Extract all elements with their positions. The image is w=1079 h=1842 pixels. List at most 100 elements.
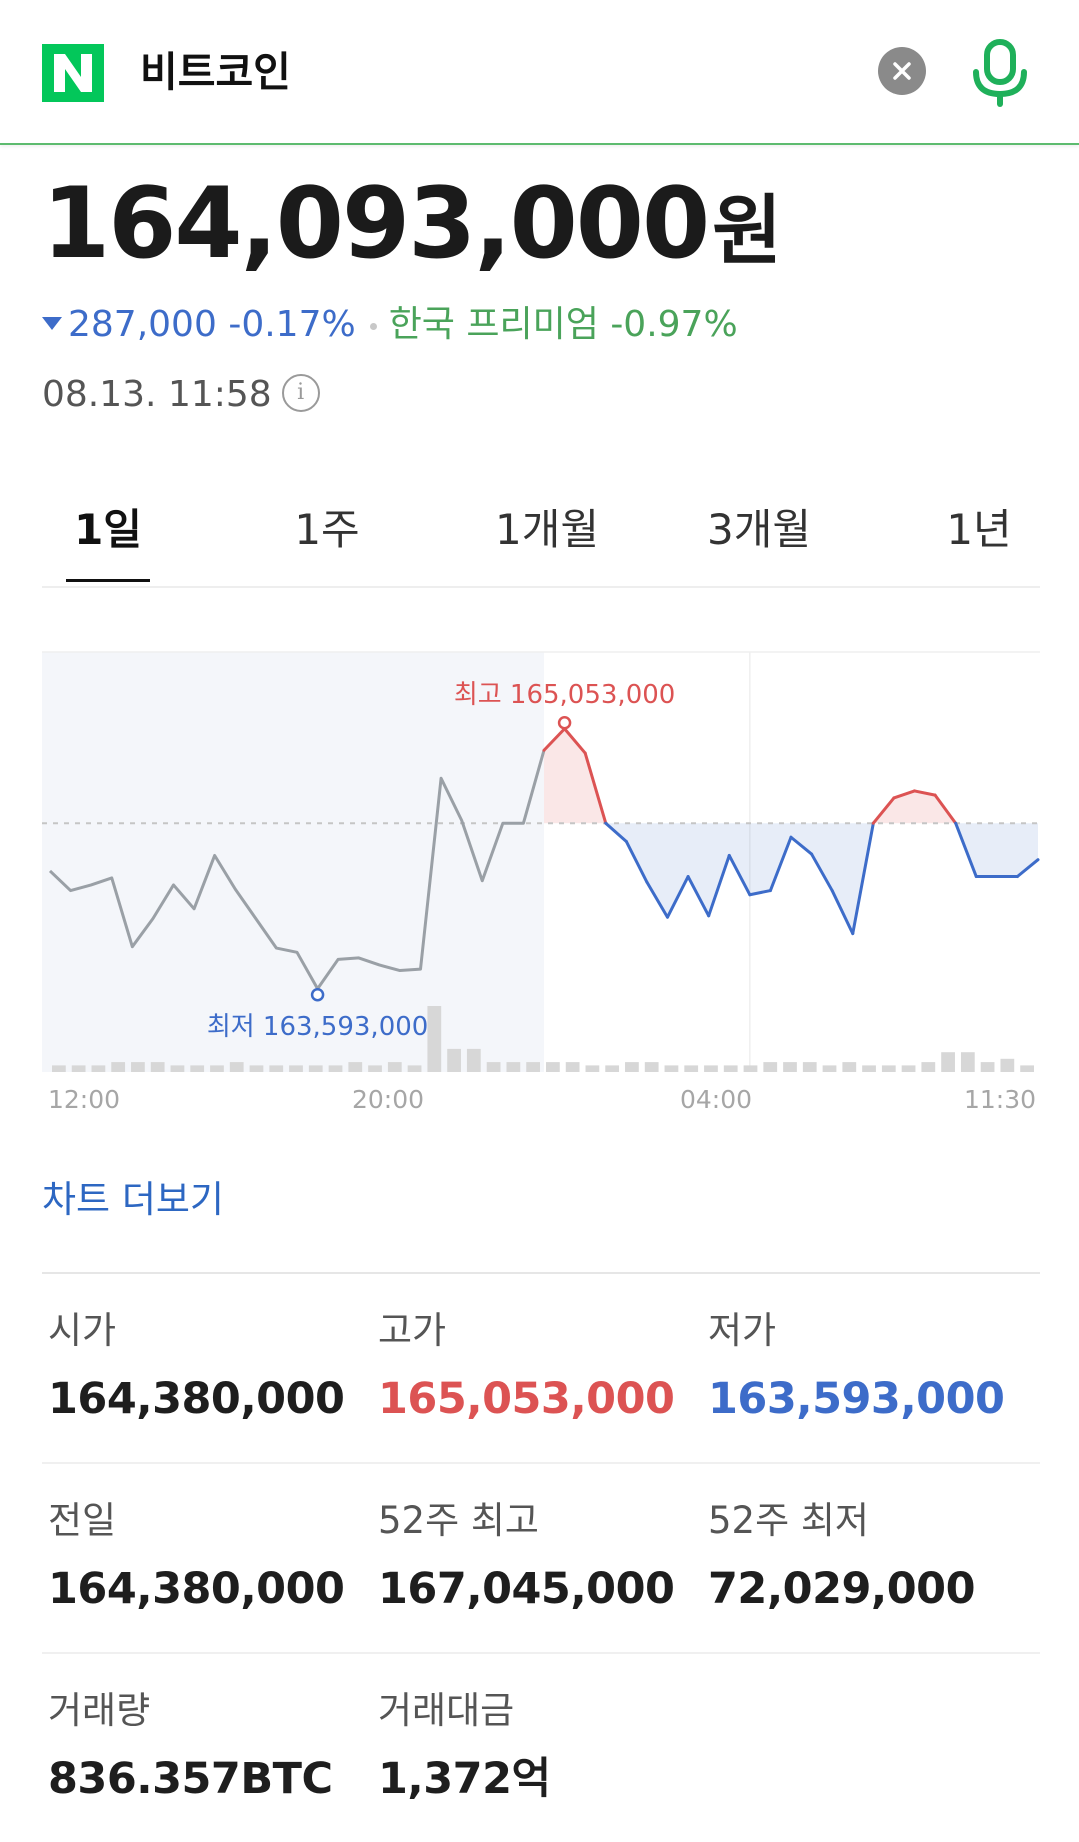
series-segment (666, 875, 690, 919)
series-segment (707, 853, 731, 918)
current-price: 164,093,000원 (42, 164, 782, 291)
volume-bar (170, 1065, 185, 1072)
premium-label: 한국 프리미엄 (388, 304, 599, 345)
volume-bar (131, 1062, 145, 1072)
price-unit: 원 (712, 186, 783, 275)
stats-row: 전일 164,380,000 52주 최고 167,045,000 52주 최저 72,0… (42, 1464, 1040, 1654)
volume-bar (269, 1065, 284, 1072)
close-icon (893, 62, 911, 80)
volume-bar (190, 1065, 205, 1072)
series-segment (604, 821, 628, 843)
volume-bar (427, 1006, 442, 1072)
change-row: 287,000 -0.17% 한국 프리미엄 -0.97% (42, 302, 738, 348)
stats-row: 시가 164,380,000 고가 165,053,000 저가 163,593,000 (42, 1274, 1040, 1464)
series-segment (933, 793, 958, 825)
volume-bar (941, 1052, 955, 1072)
search-header: 비트코인 (0, 0, 1079, 145)
change-percent: -0.17% (228, 304, 356, 345)
volume-bar (111, 1062, 126, 1072)
change-amount: 287,000 (68, 304, 217, 345)
stat-value: 165,053,000 (378, 1374, 675, 1424)
volume-bar (625, 1062, 639, 1072)
x-tick-label: 12:00 (48, 1085, 120, 1114)
info-icon[interactable]: i (281, 374, 320, 412)
stat-value: 72,029,000 (708, 1564, 976, 1614)
tab-1-week[interactable]: 1주 (294, 505, 360, 554)
naver-n-logo-icon[interactable] (42, 44, 104, 102)
series-segment (768, 835, 793, 893)
volume-bar (486, 1062, 501, 1072)
more-chart-link[interactable]: 차트 더보기 (42, 1178, 224, 1221)
stat-value: 164,380,000 (48, 1374, 345, 1424)
stat-label: 52주 최고 (378, 1499, 539, 1542)
series-segment (624, 839, 649, 884)
series-segment (583, 751, 608, 825)
area-above-reference (544, 728, 956, 824)
series-line-past (48, 749, 546, 991)
series-segment (810, 852, 834, 893)
volume-bar (862, 1065, 876, 1072)
volume-bar (763, 1062, 778, 1072)
volume-bar (348, 1062, 363, 1072)
series-segment (645, 880, 669, 919)
series-segment (830, 889, 855, 936)
price-chart[interactable]: 최고 165,053,000 최저 163,593,000 12:00 20:00 04… (42, 640, 1040, 1120)
series-segment (563, 727, 587, 755)
stats-row: 거래량 836.357BTC 거래대금 1,372억 (42, 1654, 1040, 1842)
x-tick-label: 20:00 (352, 1085, 424, 1114)
separator-dot (369, 322, 377, 330)
stat-value: 836.357BTC (48, 1754, 333, 1804)
microphone-icon[interactable] (970, 36, 1030, 108)
volume-bar (328, 1065, 343, 1072)
volume-bar (822, 1065, 837, 1072)
stat-label: 거래량 (48, 1689, 151, 1732)
series-segment (686, 875, 711, 918)
volume-bar (546, 1062, 560, 1072)
series-segment (542, 727, 567, 752)
price-value: 164,093,000 (42, 167, 710, 281)
period-tabs: 1일 1주 1개월 3개월 1년 (42, 488, 1040, 588)
max-point-marker (557, 716, 572, 730)
stat-value: 164,380,000 (48, 1564, 345, 1614)
volume-bar (881, 1065, 896, 1072)
volume-bar (842, 1062, 857, 1072)
volume-bar (308, 1065, 323, 1072)
stats-grid: 시가 164,380,000 고가 165,053,000 저가 163,593,000 전… (42, 1272, 1040, 1842)
stat-label: 저가 (708, 1309, 777, 1352)
search-query[interactable]: 비트코인 (140, 48, 291, 96)
volume-bar (407, 1065, 422, 1072)
stat-label: 52주 최저 (708, 1499, 869, 1542)
volume-bar (466, 1048, 481, 1072)
max-label: 최고 165,053,000 (454, 680, 676, 710)
x-tick-label: 04:00 (680, 1085, 752, 1114)
volume-bar (447, 1048, 461, 1072)
volume-bar (605, 1065, 620, 1072)
volume-bar (1000, 1058, 1015, 1072)
volume-bar (585, 1065, 600, 1072)
clear-search-button[interactable] (878, 47, 926, 95)
quote-timestamp-row: 08.13. 11:58 i (42, 372, 320, 418)
tab-3-month[interactable]: 3개월 (706, 505, 811, 554)
down-triangle-icon (42, 316, 62, 330)
stat-label: 고가 (378, 1309, 447, 1352)
series-segment (954, 821, 978, 879)
stat-label: 거래대금 (378, 1689, 515, 1732)
area-below-reference (605, 823, 1038, 934)
premium-value: -0.97% (610, 304, 738, 345)
stat-label: 전일 (48, 1499, 117, 1542)
stat-value: 1,372억 (378, 1754, 551, 1804)
volume-bar (783, 1062, 797, 1072)
volume-bar (229, 1062, 244, 1072)
volume-bar (289, 1065, 303, 1072)
volume-bar (743, 1065, 758, 1072)
volume-bar (150, 1062, 165, 1072)
volume-bar (565, 1062, 580, 1072)
tab-1-day[interactable]: 1일 (66, 488, 150, 586)
series-segment (1015, 858, 1040, 879)
tab-1-year[interactable]: 1년 (946, 505, 1012, 554)
volume-bar (52, 1065, 66, 1072)
volume-bar (1020, 1065, 1034, 1072)
tab-1-month[interactable]: 1개월 (494, 505, 599, 554)
min-point-marker (310, 988, 325, 1002)
volume-bar (526, 1062, 540, 1072)
